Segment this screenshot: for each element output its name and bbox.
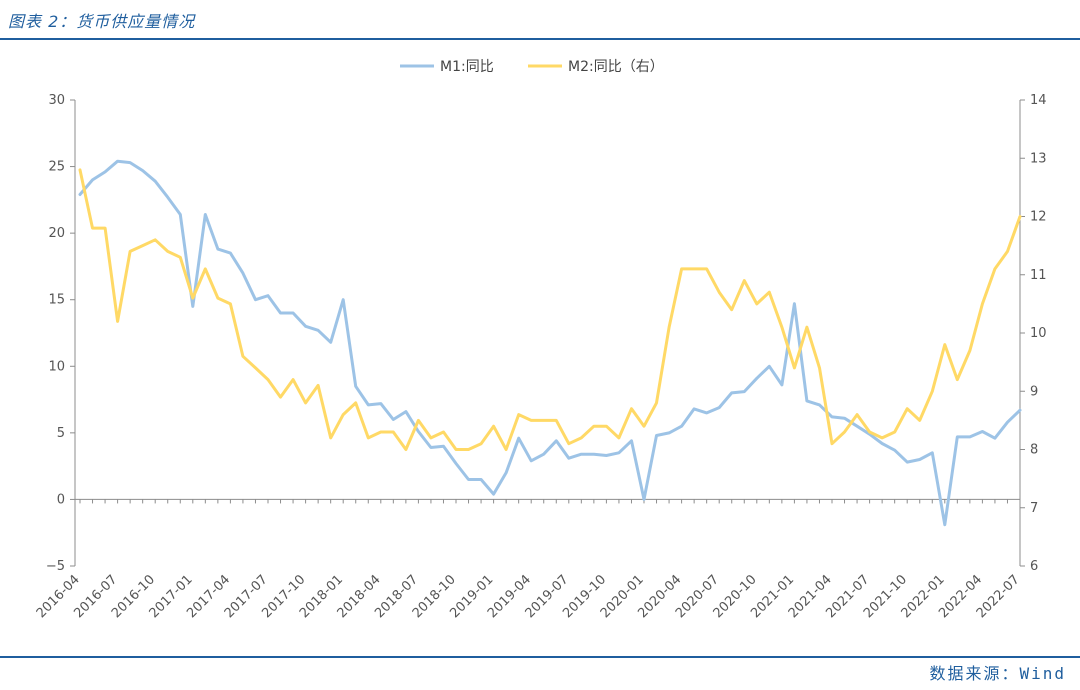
chart-legend: M1:同比 M2:同比（右） xyxy=(400,59,664,75)
y-right-tick-label: 13 xyxy=(1030,151,1047,166)
chart-series xyxy=(78,159,1022,527)
y-right-tick-label: 10 xyxy=(1030,326,1047,341)
y-right-tick-label: 12 xyxy=(1030,210,1047,225)
y-left-tick-label: 10 xyxy=(48,359,65,374)
y-left-tick-label: 25 xyxy=(48,160,65,175)
series-line-m1 xyxy=(78,159,1022,527)
title-rule xyxy=(0,38,1080,40)
data-source: 数据来源：Wind xyxy=(929,664,1066,683)
series-line-m2 xyxy=(78,168,1022,451)
y-left-tick-label: 0 xyxy=(57,492,65,507)
y-right-tick-label: 9 xyxy=(1030,384,1038,399)
y-left-tick-label: 20 xyxy=(48,226,65,241)
chart-axes: −5051015202530678910111213142016-042016-… xyxy=(34,93,1047,621)
y-left-tick-label: 30 xyxy=(48,93,65,108)
y-left-tick-label: 5 xyxy=(57,426,65,441)
line-chart: M1:同比 M2:同比（右） −5 0 5 10 15 20 25 30 6 7 8 9 10 11 12 13… xyxy=(34,59,1047,621)
footer-rule xyxy=(0,656,1080,658)
y-left-tick-label: −5 xyxy=(46,559,65,574)
legend-label: M1:同比 xyxy=(440,59,494,75)
figure-title: 图表 2：货币供应量情况 xyxy=(8,12,196,31)
title-bar: 图表 2：货币供应量情况 xyxy=(0,0,1080,40)
y-left-tick-label: 15 xyxy=(48,293,65,308)
y-right-tick-label: 11 xyxy=(1030,268,1047,283)
y-right-tick-label: 14 xyxy=(1030,93,1047,108)
y-right-tick-label: 8 xyxy=(1030,443,1038,458)
y-right-tick-label: 6 xyxy=(1030,559,1038,574)
legend-label: M2:同比（右） xyxy=(568,59,664,75)
y-right-tick-label: 7 xyxy=(1030,501,1038,516)
